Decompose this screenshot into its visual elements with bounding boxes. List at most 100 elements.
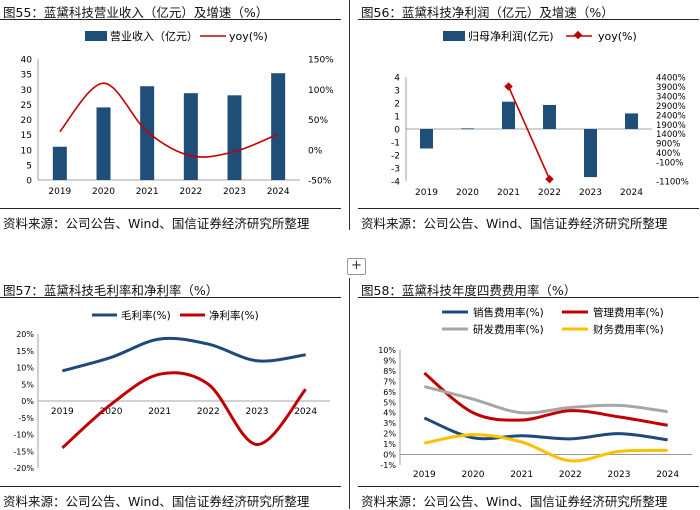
x-tick-label: 2020 <box>456 188 479 198</box>
x-tick-label: 2019 <box>48 187 71 197</box>
revenue-chart: 营业收入（亿元） yoy(%) 0 5 10 15 20 25 30 35 40 -50% 0% 50% 1… <box>21 29 335 197</box>
series-line-net-margin <box>61 371 307 450</box>
column-divider <box>349 278 350 509</box>
legend-swatch-revenue <box>85 31 107 41</box>
legend-label-yoy: yoy(%) <box>598 30 637 43</box>
series-line-finance <box>424 433 668 463</box>
x-tick-label: 2023 <box>608 470 631 480</box>
source-rule <box>358 208 699 209</box>
y-tick-label: -20% <box>13 464 34 473</box>
x-tick-label: 2020 <box>92 187 115 197</box>
y-tick-label: 35 <box>21 71 32 81</box>
x-tick-label: 2023 <box>579 188 602 198</box>
title-rule <box>0 297 341 298</box>
title-rule <box>0 19 341 20</box>
expand-button[interactable]: + <box>347 258 366 275</box>
x-tick-label: 2022 <box>179 187 202 197</box>
bar-revenue <box>227 95 242 180</box>
y-tick-label: 40 <box>21 56 33 66</box>
x-tick-label: 2021 <box>148 407 171 417</box>
y-tick-label: 0 <box>26 177 32 187</box>
chart-title: 图57：蓝黛科技毛利率和净利率（%） <box>3 283 219 298</box>
x-tick-label: 2024 <box>656 470 679 480</box>
y-tick-label: 4% <box>383 409 396 418</box>
y2-tick-label: 2900% <box>656 102 686 112</box>
chart-title: 图55：蓝黛科技营业收入（亿元）及增速（%） <box>3 5 269 20</box>
y-tick-label: 30 <box>21 86 33 96</box>
bar-net-profit <box>420 129 433 149</box>
title-rule <box>358 19 699 20</box>
y-tick-label: 15% <box>16 347 34 356</box>
x-tick-label: 2021 <box>510 470 533 480</box>
legend-label-admin: 管理费用率(%) <box>593 306 664 319</box>
y-tick-label: 5% <box>383 398 396 407</box>
y2-tick-label: 3400% <box>656 92 686 102</box>
y2-tick-label: 0% <box>308 146 323 156</box>
y-tick-label: -2 <box>391 152 400 162</box>
bar-revenue <box>140 86 155 180</box>
y-tick-label: -1 <box>391 139 400 149</box>
x-tick-label: 2020 <box>462 470 485 480</box>
bar-net-profit <box>625 113 638 129</box>
y-tick-label: 8% <box>383 367 396 376</box>
y-tick-label: -5% <box>18 414 34 423</box>
x-tick-label: 2021 <box>136 187 159 197</box>
series-line-admin <box>423 371 668 427</box>
x-tick-label: 2021 <box>497 188 520 198</box>
y-tick-label: 5% <box>21 380 34 389</box>
source-rule <box>358 486 699 487</box>
x-tick-label: 2019 <box>51 407 74 417</box>
x-tick-label: 2022 <box>559 470 582 480</box>
y2-tick-label: 400% <box>656 149 680 159</box>
series-line-rnd <box>423 385 668 415</box>
legend-label-yoy: yoy(%) <box>229 30 268 43</box>
y-tick-label: 2% <box>383 430 396 439</box>
y2-tick-label: 2400% <box>656 111 686 121</box>
y2-tick-label: -100% <box>656 159 683 169</box>
x-tick-label: 2023 <box>246 407 269 417</box>
y-tick-label: 20% <box>16 330 34 339</box>
y-tick-label: 1% <box>383 440 396 449</box>
legend-label-rnd: 研发费用率(%) <box>473 323 544 336</box>
x-tick-label: 2023 <box>223 187 246 197</box>
y-tick-label: 7% <box>383 377 396 386</box>
y-tick-label: 10% <box>16 364 34 373</box>
legend-label-net-profit: 归母净利润(亿元) <box>468 29 554 43</box>
x-tick-label: 2024 <box>620 188 643 198</box>
series-line-yoy <box>507 86 551 180</box>
x-tick-label: 2022 <box>538 188 561 198</box>
y-tick-label: -4 <box>391 178 400 188</box>
legend-marker-yoy <box>573 30 583 40</box>
bar-revenue <box>96 107 111 180</box>
y2-tick-label: 3900% <box>656 83 686 93</box>
bar-revenue <box>52 146 67 180</box>
column-divider <box>349 0 350 230</box>
legend-label-net-margin: 净利率(%) <box>209 309 259 322</box>
source-rule <box>0 208 341 209</box>
y2-tick-label: 100% <box>308 86 334 96</box>
y-tick-label: -10% <box>13 431 34 440</box>
y2-tick-label: -1100% <box>656 178 689 188</box>
x-tick-label: 2019 <box>413 470 436 480</box>
series-line-selling <box>423 416 668 442</box>
x-tick-label: 2024 <box>294 407 317 417</box>
y-tick-label: 6% <box>383 388 396 397</box>
y2-tick-label: -50% <box>308 177 332 187</box>
legend-label-selling: 销售费用率(%) <box>473 306 544 319</box>
source-note: 资料来源：公司公告、Wind、国信证券经济研究所整理 <box>361 494 668 509</box>
legend-label-finance: 财务费用率(%) <box>593 323 664 336</box>
legend-label-revenue: 营业收入（亿元） <box>110 29 198 43</box>
legend-swatch-net-profit <box>443 31 465 41</box>
y-tick-label: 1 <box>394 113 400 123</box>
point-marker-yoy <box>545 174 554 184</box>
y-tick-label: -15% <box>13 447 34 456</box>
y2-tick-label: 1400% <box>656 130 686 140</box>
bar-revenue <box>183 93 198 180</box>
point-marker-yoy <box>504 82 513 91</box>
chart-title: 图58：蓝黛科技年度四费费用率（%） <box>361 283 577 298</box>
source-note: 资料来源：公司公告、Wind、国信证券经济研究所整理 <box>3 216 310 231</box>
y-tick-label: 4 <box>394 74 400 84</box>
bar-net-profit <box>502 101 515 129</box>
y-tick-label: 0 <box>394 126 400 136</box>
y-tick-label: 9% <box>383 356 396 365</box>
